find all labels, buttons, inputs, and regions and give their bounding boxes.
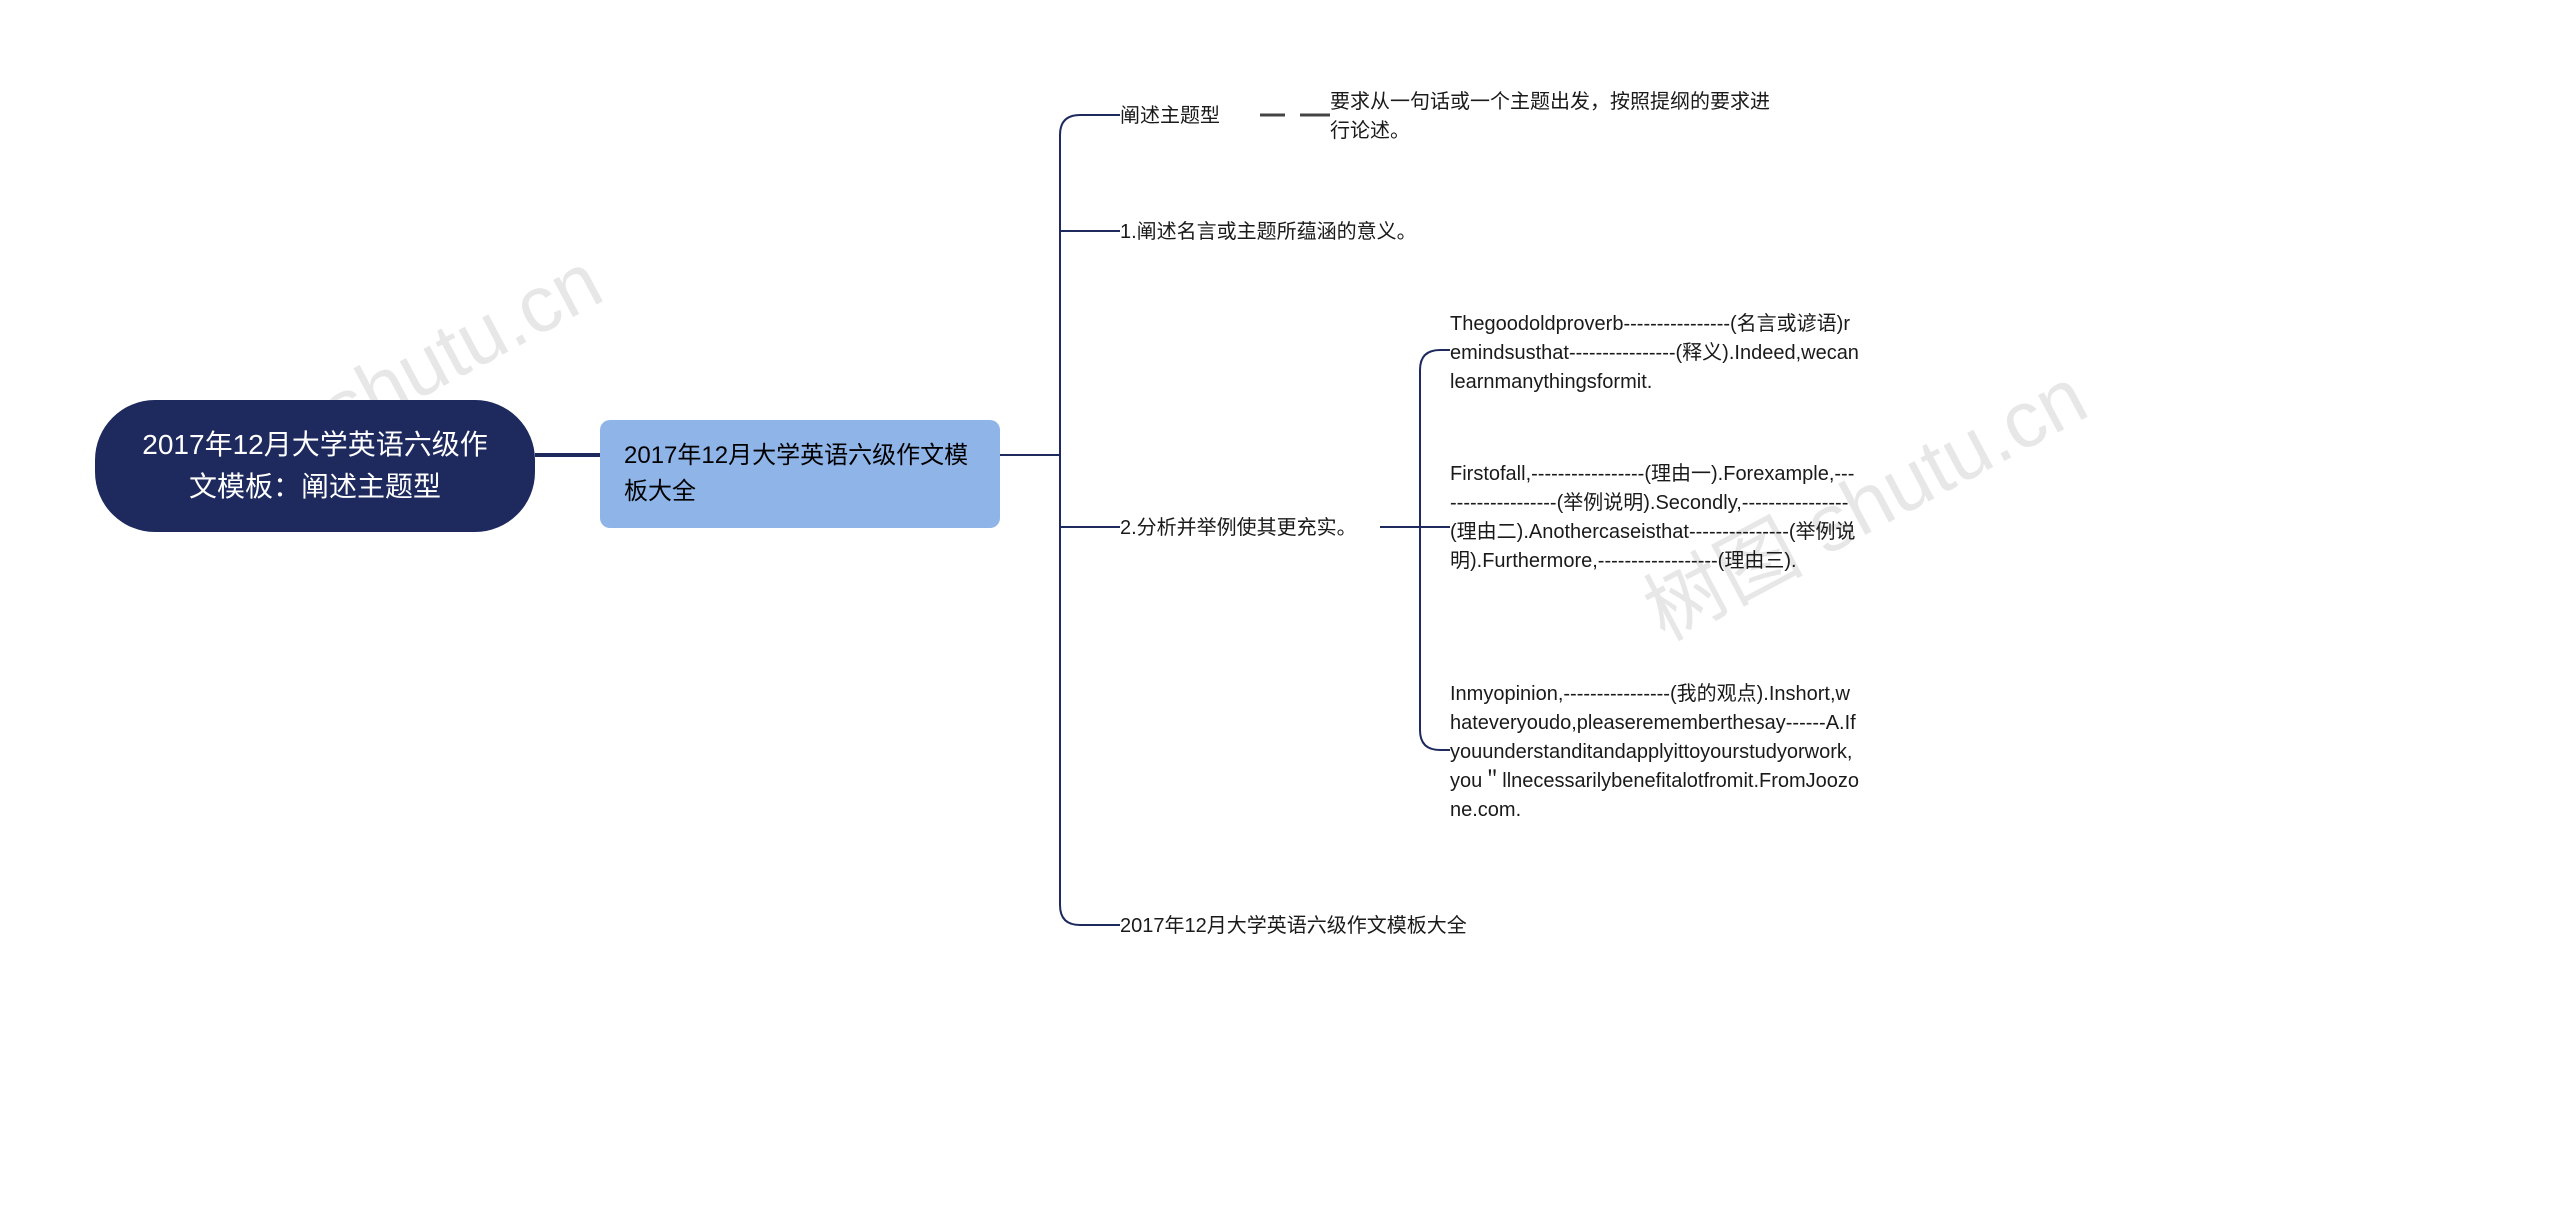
node-footer-label: 2017年12月大学英语六级作文模板大全 [1120, 912, 1467, 941]
level1-label: 2017年12月大学英语六级作文模板大全 [624, 438, 976, 510]
node-theme-type[interactable]: 阐述主题型 [1120, 102, 1260, 131]
node-template3[interactable]: Inmyopinion,----------------(我的观点).Insho… [1450, 680, 1860, 825]
node-template3-label: Inmyopinion,----------------(我的观点).Insho… [1450, 680, 1860, 825]
node-theme-desc[interactable]: 要求从一句话或一个主题出发，按照提纲的要求进行论述。 [1330, 88, 1770, 146]
node-footer[interactable]: 2017年12月大学英语六级作文模板大全 [1120, 912, 1520, 941]
root-label: 2017年12月大学英语六级作文模板：阐述主题型 [135, 424, 495, 508]
node-point1[interactable]: 1.阐述名言或主题所蕴涵的意义。 [1120, 218, 1460, 247]
node-theme-desc-label: 要求从一句话或一个主题出发，按照提纲的要求进行论述。 [1330, 88, 1770, 146]
node-point2[interactable]: 2.分析并举例使其更充实。 [1120, 514, 1380, 543]
node-template2-label: Firstofall,-----------------(理由一).Forexa… [1450, 460, 1860, 576]
node-point2-label: 2.分析并举例使其更充实。 [1120, 514, 1357, 543]
connectors-layer [0, 0, 2560, 1219]
node-theme-type-label: 阐述主题型 [1120, 102, 1220, 131]
root-node[interactable]: 2017年12月大学英语六级作文模板：阐述主题型 [95, 400, 535, 532]
node-template1-label: Thegoodoldproverb----------------(名言或谚语)… [1450, 310, 1860, 397]
node-point1-label: 1.阐述名言或主题所蕴涵的意义。 [1120, 218, 1417, 247]
level1-node[interactable]: 2017年12月大学英语六级作文模板大全 [600, 420, 1000, 528]
node-template1[interactable]: Thegoodoldproverb----------------(名言或谚语)… [1450, 310, 1860, 397]
node-template2[interactable]: Firstofall,-----------------(理由一).Forexa… [1450, 460, 1860, 576]
